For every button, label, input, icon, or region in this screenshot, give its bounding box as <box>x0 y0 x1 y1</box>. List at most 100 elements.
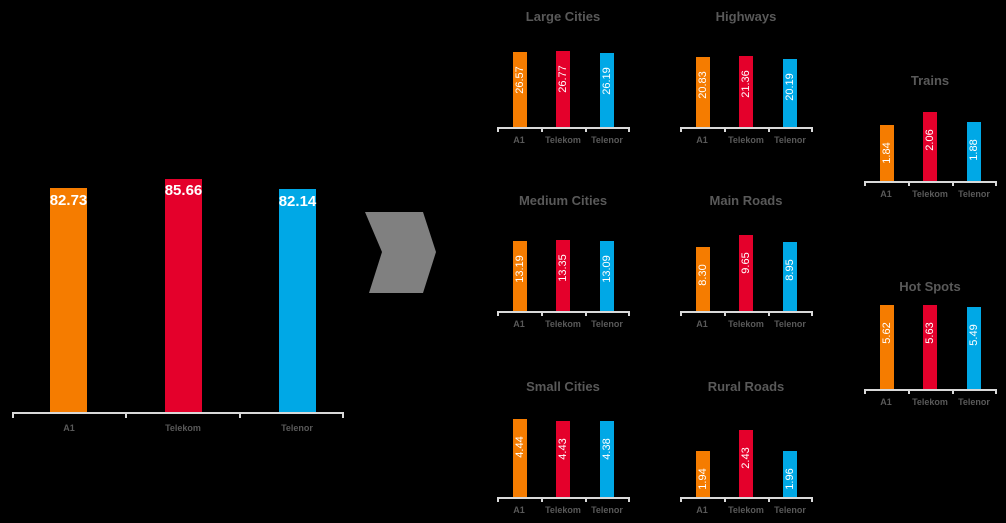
bar-a1 <box>880 305 894 389</box>
axis-tick <box>908 181 910 186</box>
category-label: Telenor <box>774 319 806 329</box>
value-label: 20.19 <box>784 73 796 101</box>
value-label: 2.43 <box>740 447 752 469</box>
value-label: 26.57 <box>514 66 526 94</box>
axis-tick <box>811 497 813 502</box>
value-label: 21.36 <box>740 70 752 98</box>
axis-tick <box>628 311 630 316</box>
x-axis <box>864 181 996 183</box>
bar-telenor <box>600 421 614 497</box>
category-label: A1 <box>513 135 525 145</box>
chart-title: Medium Cities <box>518 193 608 208</box>
value-label: 1.96 <box>784 468 796 490</box>
value-label: 9.65 <box>740 252 752 274</box>
category-label: Telekom <box>165 423 201 433</box>
axis-tick <box>768 311 770 316</box>
value-label: 13.09 <box>601 255 613 283</box>
category-label: Telekom <box>912 189 948 199</box>
axis-tick <box>680 497 682 502</box>
category-label: A1 <box>696 135 708 145</box>
bar-telekom <box>739 235 753 311</box>
value-label: 4.38 <box>601 438 613 460</box>
axis-tick <box>12 412 14 418</box>
value-label: 82.14 <box>278 193 317 210</box>
category-label: Telenor <box>591 505 623 515</box>
axis-tick <box>628 127 630 132</box>
axis-tick <box>541 497 543 502</box>
chart-title: Highways <box>715 9 777 24</box>
value-label: 2.06 <box>924 129 936 151</box>
x-axis <box>497 127 629 129</box>
value-label: 13.19 <box>514 255 526 283</box>
bar-telekom <box>556 240 570 311</box>
value-label: 13.35 <box>557 254 569 282</box>
axis-tick <box>864 389 866 394</box>
axis-tick <box>585 497 587 502</box>
value-label: 1.88 <box>968 139 980 161</box>
category-label: Telenor <box>591 319 623 329</box>
bar-a1 <box>696 451 710 497</box>
bar-a1 <box>50 188 87 412</box>
category-label: Telekom <box>545 319 581 329</box>
bar-telekom <box>739 56 753 127</box>
axis-tick <box>585 127 587 132</box>
chart-title: Small Cities <box>526 379 600 394</box>
x-axis <box>497 497 629 499</box>
chart-title: Main Roads <box>709 193 783 208</box>
chart-title: Hot Spots <box>899 279 961 294</box>
axis-tick <box>497 127 499 132</box>
axis-tick <box>541 311 543 316</box>
bar-a1 <box>513 241 527 311</box>
category-label: A1 <box>513 505 525 515</box>
axis-tick <box>680 127 682 132</box>
category-label: A1 <box>880 397 892 407</box>
bar-telenor <box>967 122 981 181</box>
x-axis <box>680 311 812 313</box>
x-axis <box>12 412 344 414</box>
bar-telekom <box>739 430 753 497</box>
value-label: 5.49 <box>968 324 980 346</box>
chart-title: Trains <box>910 73 950 88</box>
value-label: 8.30 <box>697 264 709 286</box>
axis-tick <box>541 127 543 132</box>
bar-telekom <box>556 421 570 497</box>
category-label: A1 <box>880 189 892 199</box>
category-label: A1 <box>696 505 708 515</box>
axis-tick <box>342 412 344 418</box>
category-label: Telekom <box>912 397 948 407</box>
category-label: Telekom <box>545 505 581 515</box>
value-label: 1.94 <box>697 468 709 490</box>
category-label: Telekom <box>728 135 764 145</box>
chevron-arrow-icon <box>365 212 436 293</box>
category-label: Telekom <box>728 505 764 515</box>
bar-telekom <box>556 51 570 127</box>
x-axis <box>680 497 812 499</box>
bar-telenor <box>600 53 614 127</box>
x-axis <box>497 311 629 313</box>
bar-telekom <box>923 305 937 389</box>
axis-tick <box>724 127 726 132</box>
bar-a1 <box>696 247 710 311</box>
value-label: 82.73 <box>49 192 88 209</box>
value-label: 26.19 <box>601 67 613 95</box>
axis-tick <box>768 127 770 132</box>
bar-telenor <box>783 59 797 127</box>
bar-a1 <box>513 52 527 127</box>
bar-telenor <box>967 307 981 389</box>
category-label: Telenor <box>958 189 990 199</box>
axis-tick <box>995 181 997 186</box>
bar-telenor <box>600 241 614 311</box>
axis-tick <box>811 127 813 132</box>
value-label: 20.83 <box>697 71 709 99</box>
category-label: Telekom <box>545 135 581 145</box>
axis-tick <box>864 181 866 186</box>
axis-tick <box>908 389 910 394</box>
category-label: A1 <box>63 423 75 433</box>
bar-a1 <box>880 125 894 181</box>
category-label: Telenor <box>958 397 990 407</box>
axis-tick <box>724 497 726 502</box>
axis-tick <box>628 497 630 502</box>
axis-tick <box>585 311 587 316</box>
axis-tick <box>768 497 770 502</box>
value-label: 4.44 <box>514 436 526 458</box>
